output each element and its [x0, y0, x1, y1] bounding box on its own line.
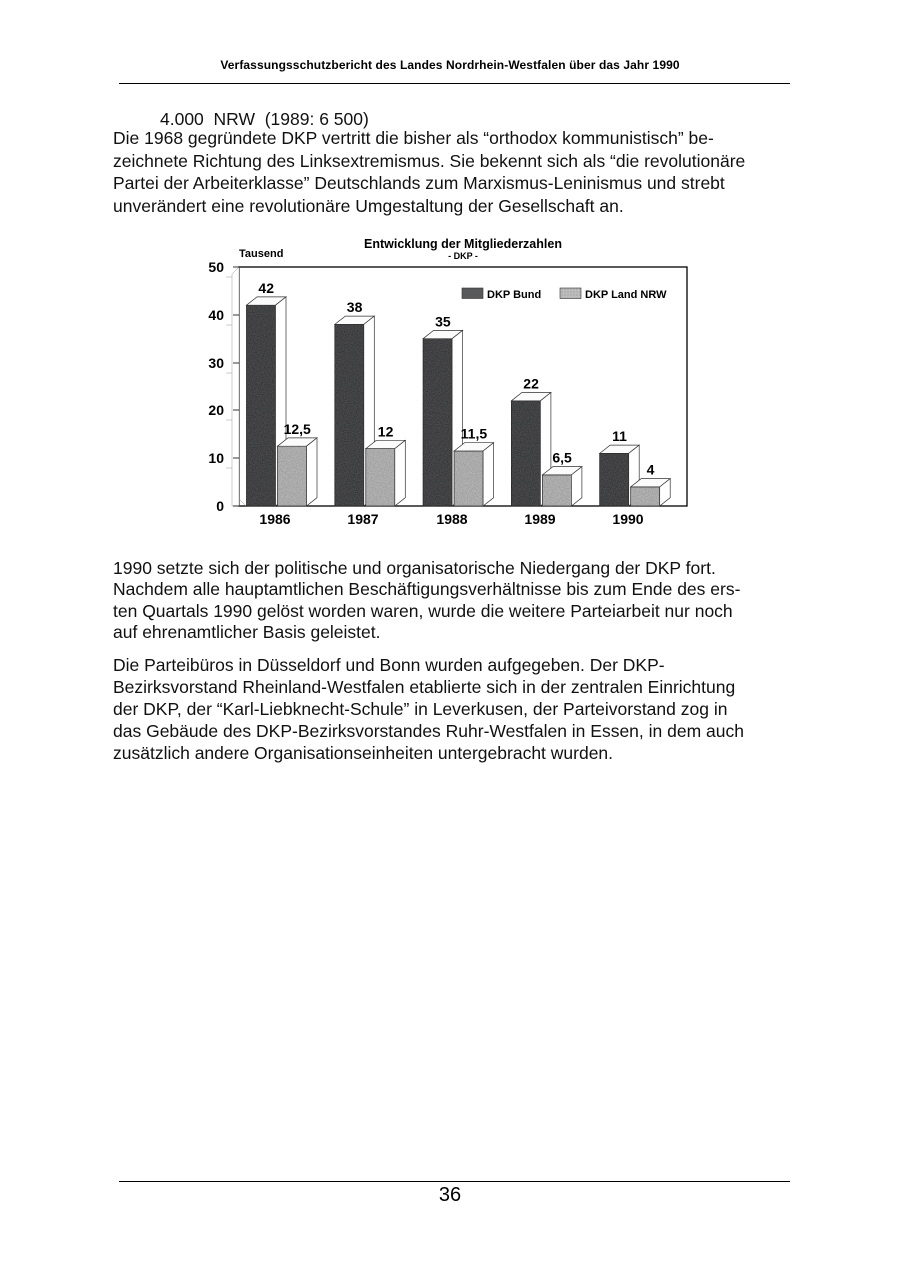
svg-text:1990: 1990 [612, 511, 643, 527]
svg-text:10: 10 [208, 450, 224, 466]
svg-text:Tausend: Tausend [239, 248, 283, 260]
svg-text:50: 50 [208, 259, 224, 275]
svg-text:11: 11 [612, 428, 627, 444]
svg-text:38: 38 [347, 299, 363, 315]
svg-text:35: 35 [435, 313, 451, 329]
svg-text:12: 12 [378, 423, 394, 439]
svg-text:0: 0 [216, 498, 224, 514]
svg-text:1986: 1986 [259, 511, 290, 527]
svg-text:1989: 1989 [524, 511, 555, 527]
svg-text:40: 40 [208, 307, 224, 323]
svg-text:11,5: 11,5 [461, 426, 488, 442]
svg-text:30: 30 [208, 355, 224, 371]
svg-text:4: 4 [647, 462, 655, 478]
svg-text:DKP Land NRW: DKP Land NRW [585, 289, 667, 301]
svg-text:20: 20 [208, 402, 224, 418]
svg-text:12,5: 12,5 [284, 421, 311, 437]
svg-text:22: 22 [523, 376, 539, 392]
svg-text:DKP Bund: DKP Bund [487, 289, 541, 301]
svg-text:42: 42 [258, 280, 274, 296]
svg-text:1988: 1988 [436, 511, 467, 527]
svg-text:6,5: 6,5 [552, 450, 572, 466]
svg-text:Entwicklung der Mitgliederzahl: Entwicklung der Mitgliederzahlen [364, 237, 562, 251]
svg-text:- DKP -: - DKP - [448, 251, 478, 261]
svg-text:1987: 1987 [347, 511, 378, 527]
